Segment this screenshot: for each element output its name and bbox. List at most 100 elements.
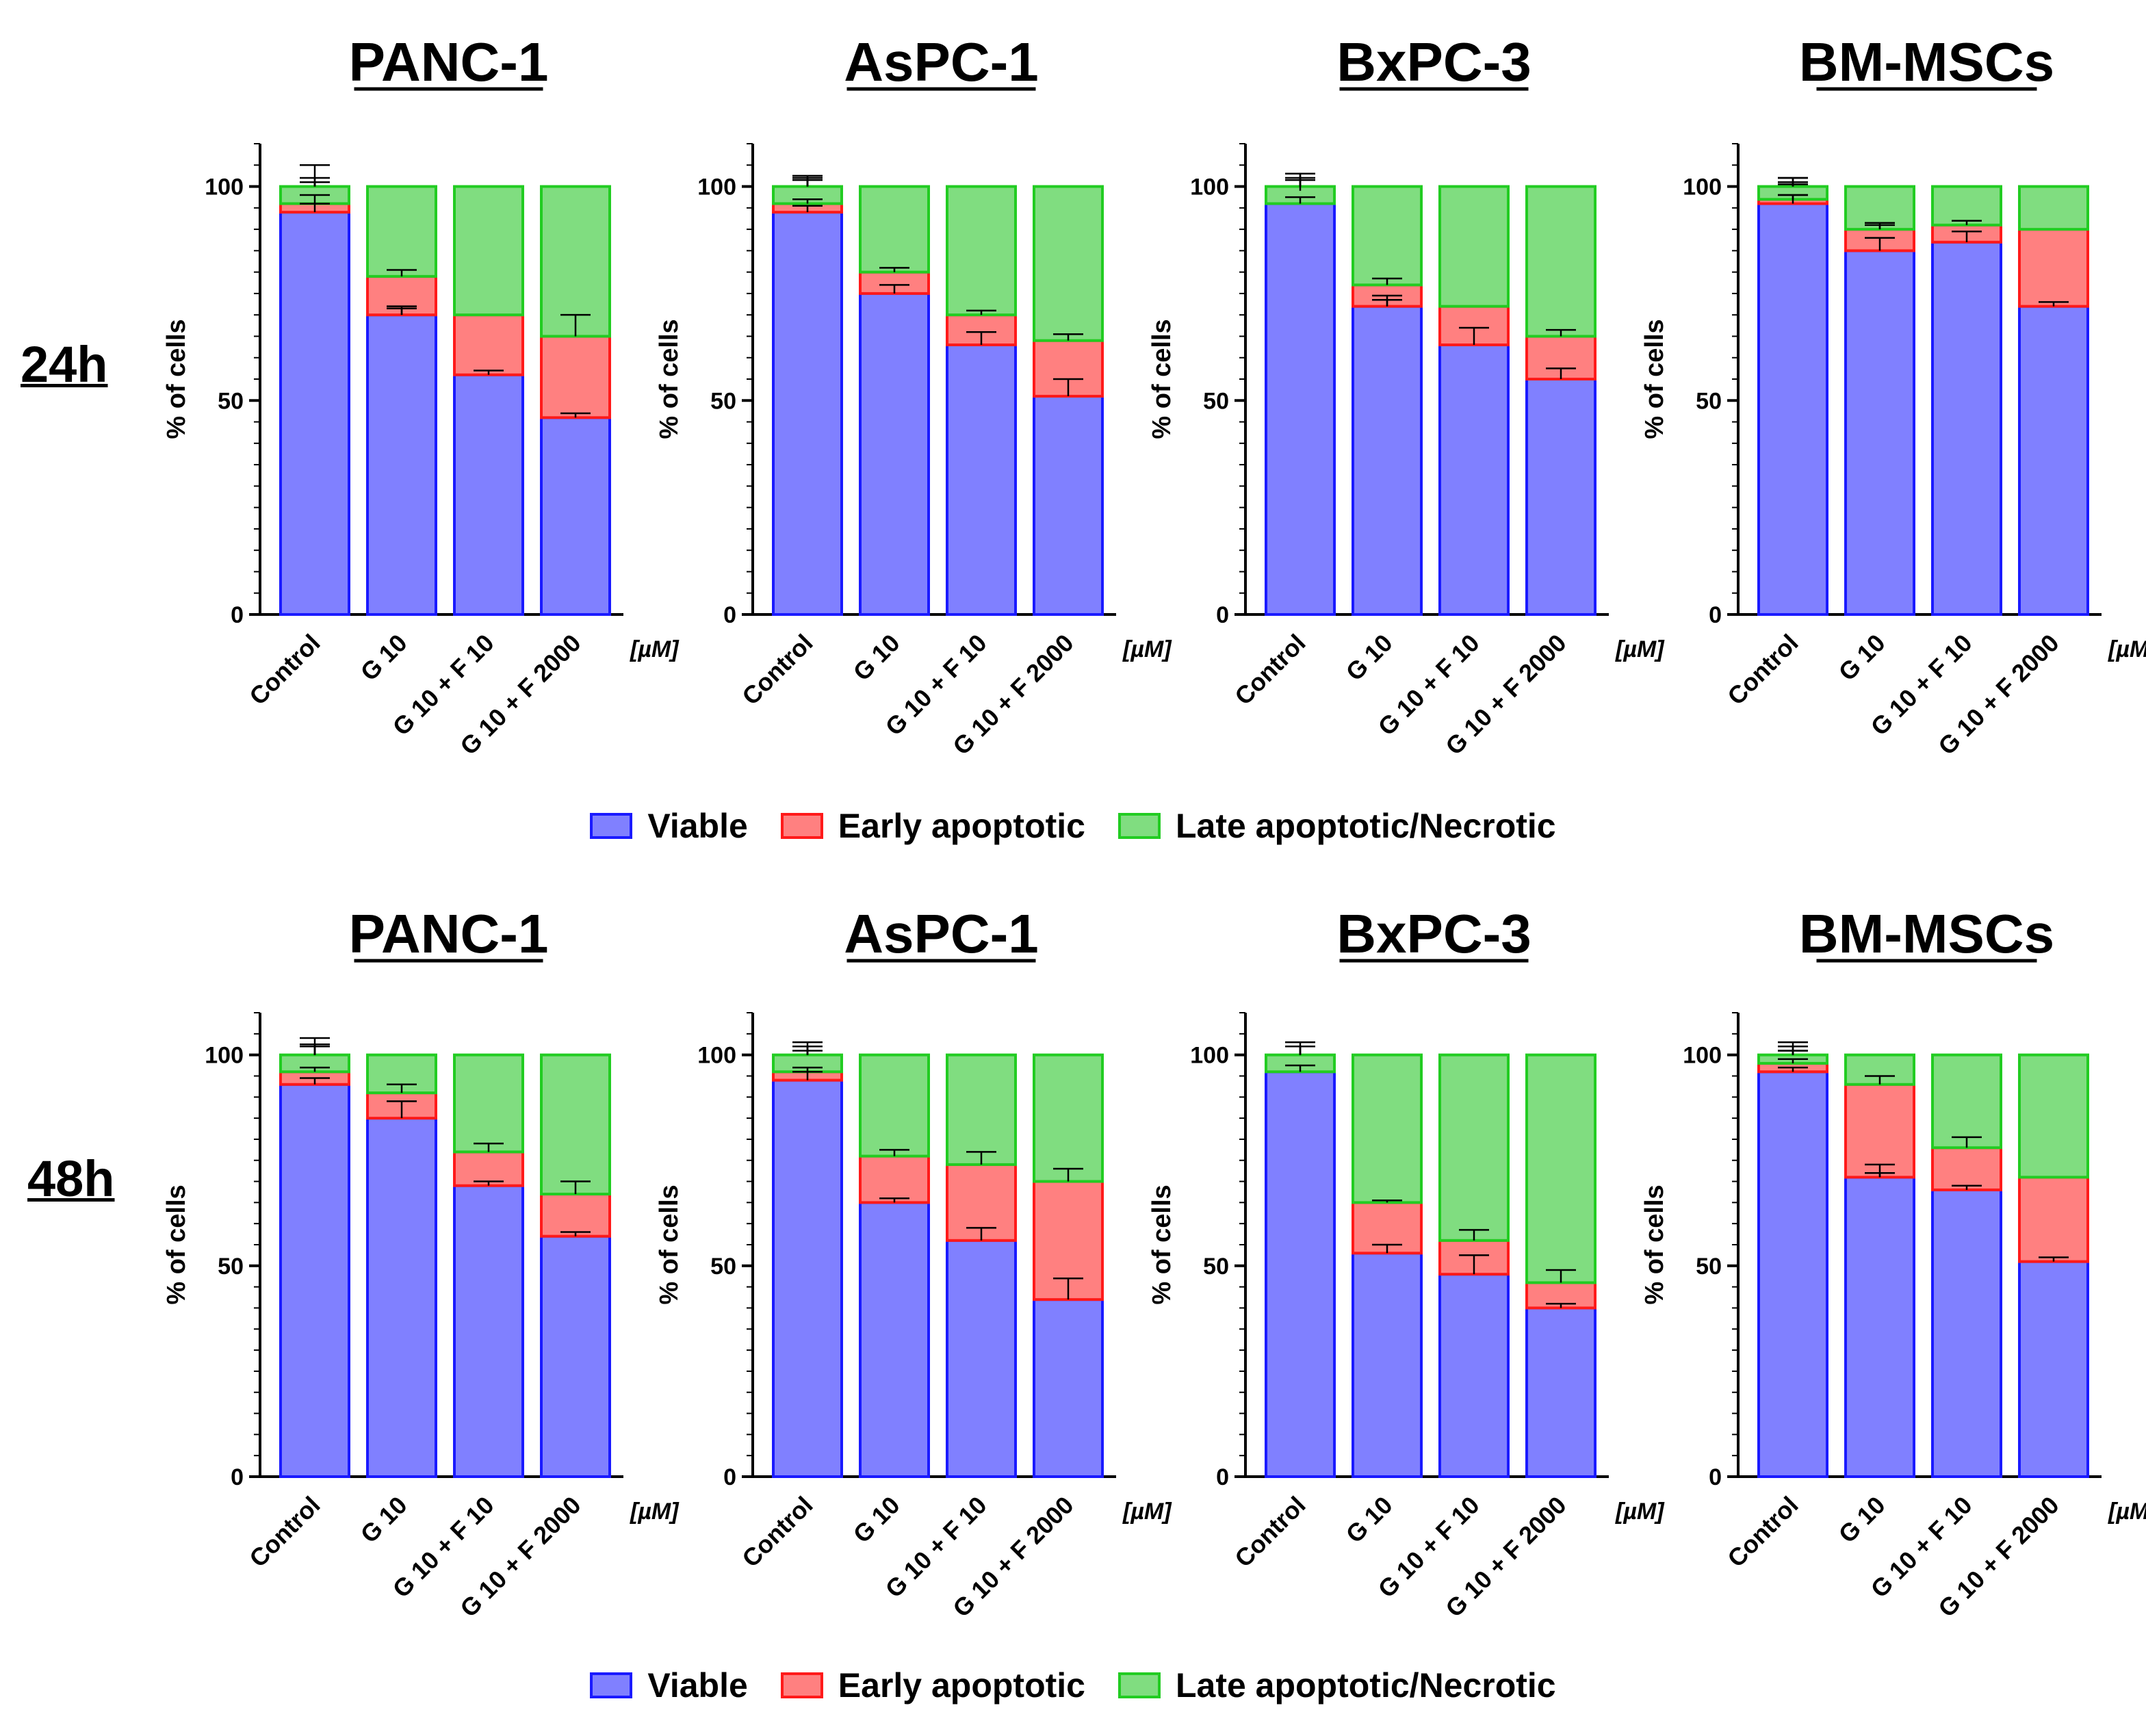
unit-label: [µM] [2108,636,2146,662]
bar-late-g-10 [1352,1053,1423,1204]
y-axis-label: % of cells [162,1184,191,1304]
y-tick-label: 0 [1216,602,1229,628]
bar-viable-g-10-f-10 [1438,343,1510,616]
unit-label: [µM] [1615,636,1665,662]
y-tick-label: 50 [1203,1254,1229,1280]
bar-late-g-10 [1352,185,1423,287]
x-tick-label: Control [1229,1491,1310,1572]
y-axis-label: % of cells [162,319,191,439]
y-tick-label: 0 [1709,602,1722,628]
legend-swatch-late [1117,1672,1161,1698]
x-tick-label: G 10 [1340,629,1397,686]
bar-late-g-10-f-10 [1931,1053,2002,1150]
bar-late-g-10-f-10 [946,1053,1017,1166]
bar-viable-g-10 [366,1117,437,1479]
bar-viable-g-10 [859,292,930,616]
legend-item-early: Early apoptotic [780,806,1085,846]
bar-viable-g-10-f-2000 [2018,305,2089,616]
y-tick-label: 50 [1203,388,1229,414]
bar-late-g-10-f-2000 [540,1053,611,1196]
bar-viable-g-10 [859,1201,930,1478]
bar-late-g-10 [859,185,930,274]
y-tick-label: 100 [205,174,244,200]
y-tick-label: 100 [1190,1043,1229,1069]
y-axis-label: % of cells [655,319,684,439]
bar-viable-control [279,1083,350,1479]
bar-viable-g-10-f-2000 [540,416,611,616]
legend-label-viable: Viable [647,1666,748,1705]
chart-title: BxPC-3 [1336,903,1531,964]
y-axis-label: % of cells [1640,319,1669,439]
bar-viable-g-10-f-10 [946,343,1017,616]
bar-viable-g-10-f-10 [1931,240,2002,616]
bar-viable-control [1757,202,1828,616]
bar-viable-g-10-f-2000 [2018,1260,2089,1478]
legend-item-viable: Viable [590,1666,748,1705]
y-tick-label: 100 [1683,174,1722,200]
bar-viable-control [1265,202,1336,616]
x-tick-label: Control [244,1491,325,1572]
bar-viable-g-10-f-10 [453,1184,524,1479]
legend-label-early: Early apoptotic [838,807,1085,845]
legend-swatch-early [780,1672,823,1698]
legend-label-late: Late apoptotic/Necrotic [1175,1666,1556,1705]
legend-swatch-early [780,813,823,839]
bar-early-g-10-f-2000 [1525,335,1596,381]
bar-viable-g-10 [1352,1252,1423,1478]
y-tick-label: 0 [723,602,736,628]
y-tick-label: 100 [697,1043,736,1069]
bar-viable-g-10 [366,313,437,616]
bar-late-g-10 [859,1053,930,1158]
bar-late-g-10-f-2000 [2018,185,2089,231]
bar-viable-g-10 [1352,305,1423,616]
y-tick-label: 50 [218,1254,244,1280]
x-tick-label: Control [244,629,325,710]
bar-viable-g-10-f-2000 [1525,378,1596,616]
bar-viable-g-10 [1844,249,1915,616]
legend-swatch-viable [590,813,633,839]
y-axis-label: % of cells [655,1184,684,1304]
chart-title: PANC-1 [349,31,549,92]
bar-viable-g-10-f-2000 [1525,1306,1596,1479]
bar-viable-control [772,1078,843,1478]
x-tick-label: G 10 [1833,1491,1890,1549]
legend-swatch-viable [590,1672,633,1698]
y-tick-label: 0 [723,1464,736,1490]
legend-48h: Viable Early apoptotic Late apoptotic/Ne… [0,1666,2146,1705]
bar-viable-g-10-f-10 [1931,1188,2002,1478]
legend-item-late: Late apoptotic/Necrotic [1117,1666,1556,1705]
unit-label: [µM] [1122,636,1172,662]
legend-label-early: Early apoptotic [838,1666,1085,1705]
x-tick-label: G 10 [847,629,905,686]
bar-early-g-10-f-10 [453,313,524,376]
y-axis-label: % of cells [1640,1184,1669,1304]
bar-late-g-10-f-10 [946,185,1017,317]
bar-late-g-10 [366,185,437,278]
row-label-48h: 48h [27,1150,115,1207]
x-tick-label: Control [736,1491,818,1572]
y-tick-label: 0 [1709,1464,1722,1490]
bar-late-g-10-f-2000 [1033,185,1104,342]
bar-early-g-10-f-2000 [540,335,611,419]
y-tick-label: 0 [231,602,244,628]
bar-late-g-10-f-2000 [540,185,611,338]
bar-early-g-10 [1844,1083,1915,1179]
bar-early-g-10-f-10 [1931,1146,2002,1191]
bar-late-g-10-f-2000 [1525,1053,1596,1284]
chart-title: AsPC-1 [844,31,1039,92]
y-tick-label: 100 [205,1043,244,1069]
legend-item-late: Late apoptotic/Necrotic [1117,806,1556,846]
x-tick-label: G 10 [354,1491,412,1549]
x-tick-label: Control [1722,1491,1803,1572]
bar-late-g-10-f-10 [1931,185,2002,226]
chart-title: BM-MSCs [1799,903,2054,964]
legend-label-viable: Viable [647,807,748,845]
bar-viable-control [772,211,843,616]
bar-early-g-10-f-2000 [2018,228,2089,308]
legend-24h: Viable Early apoptotic Late apoptotic/Ne… [0,806,2146,846]
